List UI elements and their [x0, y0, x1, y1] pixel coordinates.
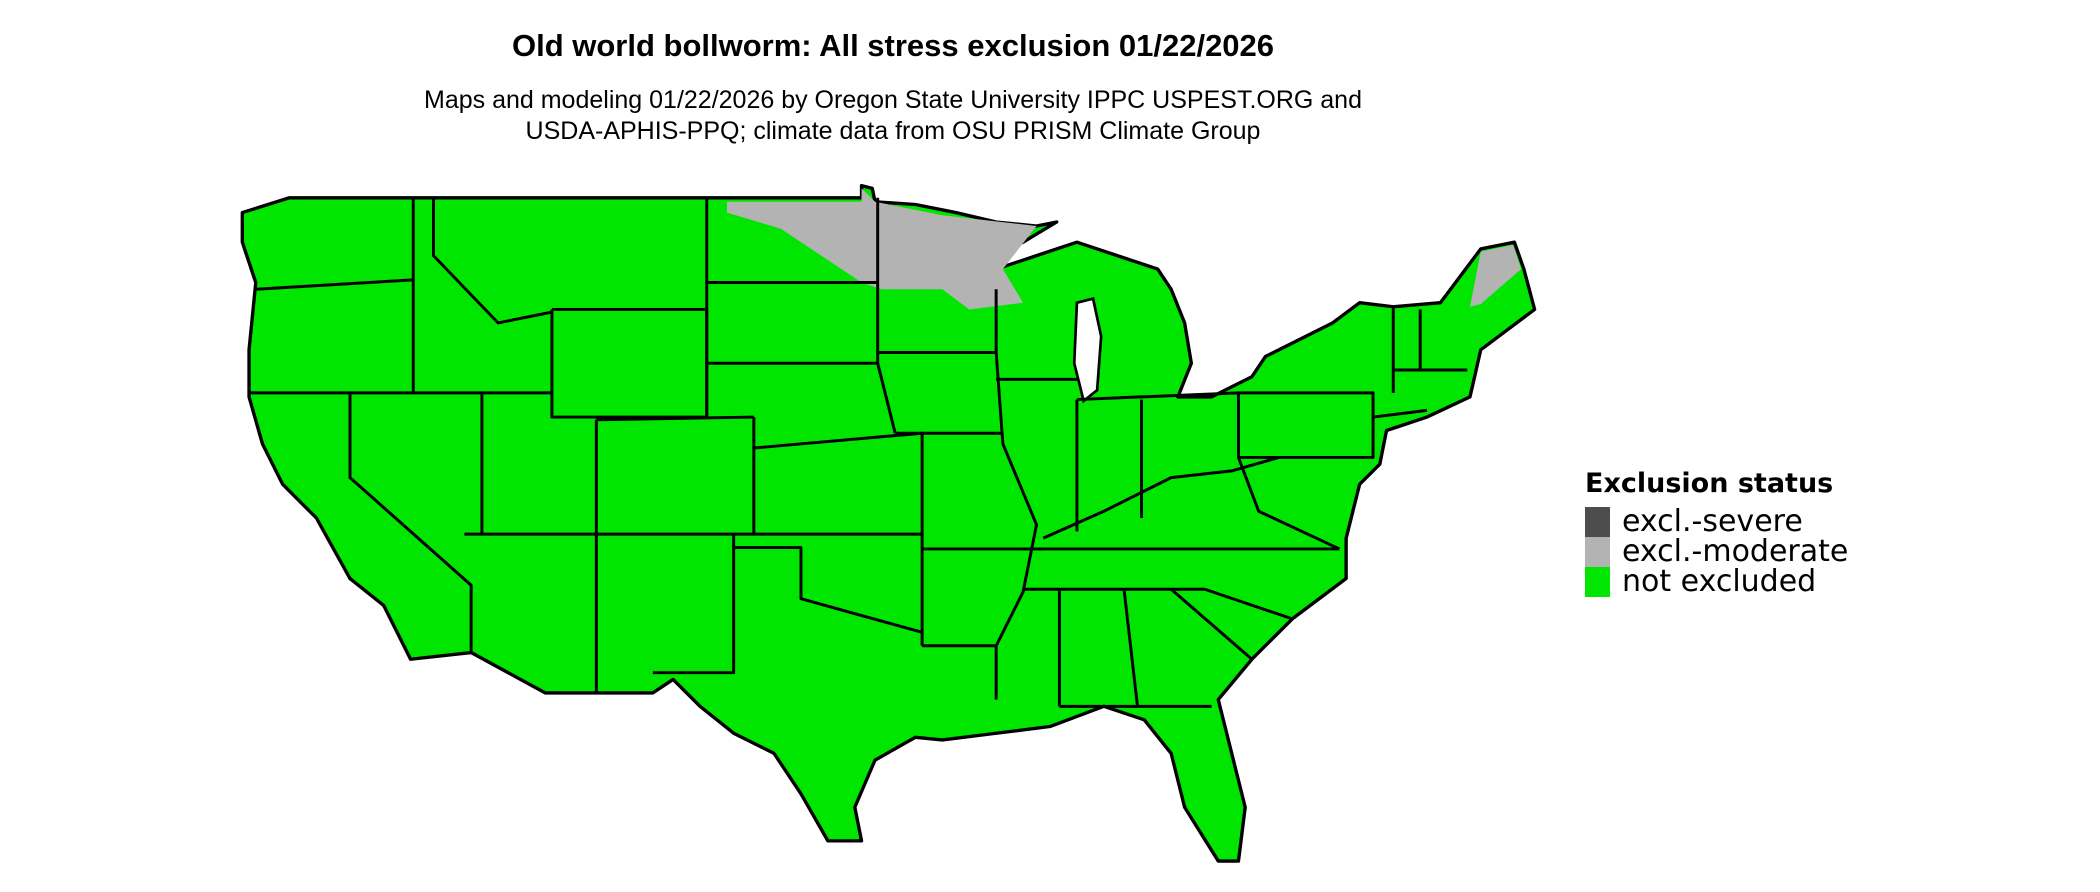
- legend-label: excl.-moderate: [1622, 534, 1849, 569]
- excl-moderate-north-mn-wi: [726, 188, 1037, 310]
- legend-item-severe: excl.-severe: [1585, 507, 1848, 537]
- legend-label: not excluded: [1622, 564, 1817, 599]
- excl-moderate-maine: [1470, 244, 1522, 307]
- legend-label: excl.-severe: [1622, 504, 1803, 539]
- legend-swatch-moderate: [1585, 537, 1610, 567]
- map-subtitle-line-1: Maps and modeling 01/22/2026 by Oregon S…: [424, 86, 1362, 114]
- map-title: Old world bollworm: All stress exclusion…: [511, 28, 1275, 63]
- map-subtitle-line-2: USDA-APHIS-PPQ; climate data from OSU PR…: [525, 117, 1261, 145]
- legend-item-moderate: excl.-moderate: [1585, 537, 1848, 567]
- lake-michigan: [1072, 297, 1103, 404]
- legend-swatch-not-excluded: [1585, 567, 1610, 597]
- legend: Exclusion status excl.-severe excl.-mode…: [1585, 468, 1848, 597]
- legend-swatch-severe: [1585, 507, 1610, 537]
- legend-title: Exclusion status: [1585, 468, 1834, 499]
- state-borders: [249, 197, 1468, 708]
- legend-item-not-excluded: not excluded: [1585, 567, 1848, 597]
